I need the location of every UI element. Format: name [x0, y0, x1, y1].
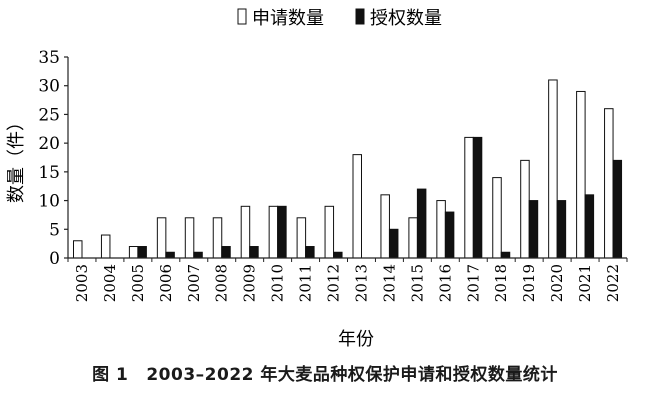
x-tick-label: 2003 [73, 264, 91, 302]
bar-application [324, 205, 335, 259]
x-tick-label: 2017 [464, 264, 482, 302]
bar-granted [277, 205, 287, 259]
figure-caption-text: 2003–2022 年大麦品种权保护申请和授权数量统计 [146, 365, 558, 385]
bar-application [268, 205, 279, 259]
x-tick-label: 2021 [576, 264, 594, 302]
bar-granted [528, 200, 539, 259]
bar-granted [500, 251, 511, 259]
x-tick-label: 2012 [325, 264, 343, 302]
bar-application [408, 217, 418, 259]
y-tick-label: 0 [49, 249, 60, 269]
x-axis-label: 年份 [338, 329, 374, 350]
bar-application [156, 217, 167, 259]
bar-granted [305, 246, 315, 259]
x-tick-label: 2016 [436, 264, 454, 302]
bar-application [352, 154, 362, 259]
figure-number: 图 1 [92, 365, 129, 385]
x-tick-label: 2019 [520, 264, 538, 302]
legend-label: 授权数量 [370, 8, 442, 29]
y-tick-label: 15 [38, 163, 60, 183]
bar-chart: 申请数量 授权数量 0 5 10 15 20 25 30 35 2003 2004 2005 2006… [6, 8, 628, 350]
y-tick-label: 25 [38, 105, 60, 125]
bar-application [184, 217, 195, 259]
bar-application [604, 108, 614, 259]
bar-granted [416, 188, 427, 259]
figure-caption: 图 1 2003–2022 年大麦品种权保护申请和授权数量统计 [0, 360, 650, 385]
bar-application [296, 217, 307, 259]
bar-granted [472, 136, 483, 259]
x-tick-label: 2022 [604, 264, 622, 302]
legend-label: 申请数量 [252, 8, 324, 29]
x-tick-label: 2006 [157, 264, 175, 302]
x-tick-label: 2009 [241, 264, 259, 302]
x-axis: 2003 2004 2005 2006 2007 2008 2009 2010 2011 2012… [67, 257, 628, 302]
x-tick-label: 2015 [408, 264, 426, 302]
bar-granted [137, 246, 147, 259]
y-tick-label: 5 [49, 220, 60, 240]
bar-granted [165, 251, 175, 259]
x-tick-label: 2004 [101, 264, 119, 302]
bar-application [436, 200, 446, 259]
y-tick-label: 20 [38, 134, 60, 154]
bar-application [576, 90, 586, 259]
bar-application [520, 159, 530, 259]
y-tick-label: 30 [38, 77, 60, 97]
bar-application [492, 177, 502, 259]
bar-granted [388, 228, 399, 259]
x-tick-label: 2014 [380, 264, 398, 302]
bar-application [73, 240, 83, 259]
bar-application [100, 234, 111, 259]
bar-application [380, 194, 390, 259]
bar-granted [193, 251, 203, 259]
x-tick-label: 2013 [352, 264, 370, 302]
bars-group [73, 79, 623, 259]
y-axis-label: 数量（件） [6, 113, 27, 203]
bar-application [464, 136, 474, 259]
bar-application [128, 246, 139, 259]
legend-swatch-granted [355, 8, 365, 25]
bar-granted [556, 200, 567, 259]
x-tick-label: 2018 [492, 264, 510, 302]
x-tick-label: 2020 [548, 264, 566, 302]
bar-application [212, 217, 223, 259]
legend-swatch-application [237, 8, 247, 25]
bar-granted [584, 194, 595, 259]
y-axis: 0 5 10 15 20 25 30 35 [38, 48, 69, 269]
x-tick-label: 2011 [297, 264, 315, 302]
chart-legend: 申请数量 授权数量 [237, 8, 442, 29]
y-tick-label: 35 [38, 48, 60, 68]
bar-application [548, 79, 558, 259]
x-tick-label: 2008 [213, 264, 231, 302]
bar-granted [612, 159, 623, 259]
bar-application [240, 205, 251, 259]
x-tick-label: 2010 [269, 264, 287, 302]
y-tick-label: 10 [38, 192, 60, 212]
bar-granted [249, 246, 259, 259]
x-tick-label: 2007 [185, 264, 203, 302]
bar-granted [221, 246, 231, 259]
bar-granted [333, 251, 343, 259]
bar-granted [444, 211, 455, 259]
x-tick-label: 2005 [129, 264, 147, 302]
